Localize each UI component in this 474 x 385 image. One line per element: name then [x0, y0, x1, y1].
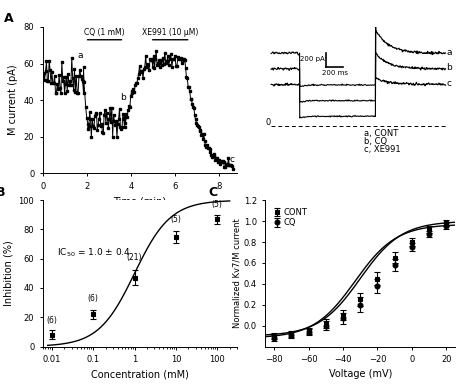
Text: XE991 (10 μM): XE991 (10 μM) [142, 28, 199, 37]
Y-axis label: Normalized Kv7/M current: Normalized Kv7/M current [232, 218, 241, 328]
Text: IC$_{50}$ = 1.0 ± 0.4: IC$_{50}$ = 1.0 ± 0.4 [56, 247, 130, 259]
Text: a: a [78, 51, 83, 60]
Text: c: c [229, 155, 234, 164]
X-axis label: Concentration (mM): Concentration (mM) [91, 369, 189, 379]
Text: (6): (6) [88, 294, 99, 303]
Text: 200 ms: 200 ms [322, 70, 347, 76]
Text: a, CONT: a, CONT [364, 129, 398, 137]
Y-axis label: Inhibition (%): Inhibition (%) [3, 241, 13, 306]
Text: C: C [209, 186, 218, 199]
Legend: CONT, CQ: CONT, CQ [270, 204, 311, 231]
Text: CQ (1 mM): CQ (1 mM) [84, 28, 125, 37]
Text: (5): (5) [171, 214, 182, 224]
Text: b: b [120, 93, 126, 102]
Text: a: a [447, 47, 452, 57]
Y-axis label: M current (pA): M current (pA) [8, 65, 18, 136]
Text: (5): (5) [212, 200, 223, 209]
Text: (21): (21) [127, 253, 142, 262]
Text: b: b [447, 63, 452, 72]
Text: (6): (6) [46, 316, 57, 325]
X-axis label: Voltage (mV): Voltage (mV) [328, 369, 392, 379]
X-axis label: Time (min): Time (min) [113, 196, 166, 206]
Text: 200 pA: 200 pA [301, 56, 325, 62]
Text: 0: 0 [265, 118, 271, 127]
Text: c, XE991: c, XE991 [364, 146, 401, 154]
Text: c: c [447, 79, 452, 88]
Text: b, CQ: b, CQ [364, 137, 387, 146]
Text: B: B [0, 186, 6, 199]
Text: A: A [4, 12, 13, 25]
